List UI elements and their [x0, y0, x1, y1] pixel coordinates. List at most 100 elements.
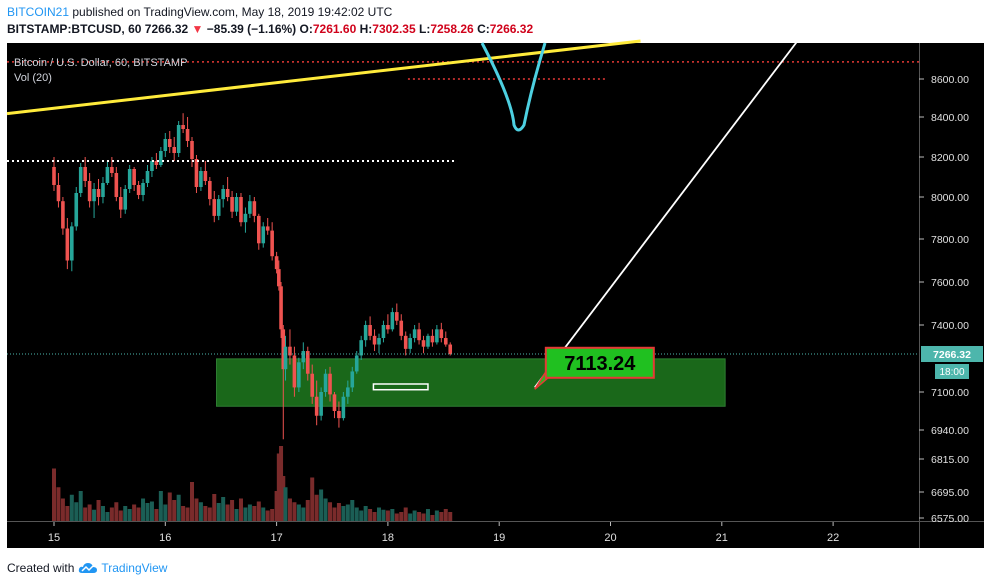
candle-body	[123, 189, 128, 210]
price-tick-label: 7800.00	[931, 234, 969, 246]
candle-body	[61, 201, 65, 229]
author-link[interactable]: BITCOIN21	[7, 5, 70, 19]
candle-body	[319, 392, 323, 416]
volume-bar	[341, 506, 346, 521]
time-tick-label: 15	[48, 532, 60, 544]
candle-body	[435, 329, 439, 343]
volume-bar	[359, 510, 364, 521]
candle-body	[368, 325, 372, 336]
candle-body	[443, 338, 448, 345]
volume-bar	[376, 507, 381, 521]
volume-bar	[163, 504, 168, 521]
candle-body	[181, 125, 185, 129]
candle-body	[221, 189, 225, 200]
candle-body	[92, 189, 96, 202]
volume-bar	[221, 497, 226, 521]
candle-body	[310, 373, 315, 397]
open-value: 7261.60	[312, 22, 357, 36]
volume-bar	[87, 504, 92, 521]
published-text: published on TradingView.com, May 18, 20…	[72, 5, 393, 19]
candle-body	[314, 396, 319, 416]
last-price-tag-label: 7266.32	[933, 349, 971, 361]
symbol-info: BITSTAMP:BTCUSD, 60 7266.32 ▼ −85.39 (−1…	[7, 22, 533, 36]
last-price: 7266.32	[144, 22, 189, 36]
close-value: 7266.32	[489, 22, 534, 36]
candle-body	[159, 151, 163, 165]
price-tick-label: 6815.00	[931, 454, 969, 466]
candle-body	[52, 167, 56, 185]
candle-body	[185, 129, 190, 141]
chart-pane[interactable]	[7, 43, 919, 521]
candle-body	[252, 201, 257, 216]
volume-bar	[194, 498, 199, 521]
volume-bar	[270, 509, 275, 521]
price-tags: 7266.32 18:00	[921, 346, 983, 379]
volume-bars	[52, 446, 453, 521]
tradingview-cloud-icon	[79, 563, 98, 573]
time-axis[interactable]	[7, 522, 984, 548]
candle-body	[163, 139, 168, 151]
volume-bar	[439, 512, 444, 521]
candle-body	[70, 226, 74, 261]
volume-bar	[167, 492, 172, 521]
candle-body	[256, 215, 261, 244]
candle-body	[337, 411, 341, 419]
candle-body	[176, 125, 181, 153]
volume-label: Vol (20)	[14, 72, 52, 84]
volume-bar	[114, 502, 119, 521]
volume-bar	[425, 509, 430, 521]
price-tick-label: 7100.00	[931, 387, 969, 399]
volume-bar	[154, 509, 159, 521]
candle-body	[190, 141, 194, 159]
volume-bar	[185, 507, 190, 521]
annotation-label: 7113.24	[564, 353, 636, 375]
candle-body	[283, 346, 288, 370]
candle-body	[141, 183, 145, 195]
tradingview-logo[interactable]: TradingView	[78, 561, 167, 575]
volume-bar	[243, 507, 248, 521]
price-axis[interactable]	[920, 43, 984, 521]
time-tick-label: 19	[493, 532, 505, 544]
candle-body	[412, 329, 417, 339]
candle-body	[381, 325, 386, 339]
price-chart[interactable]: 7113.24 8600.00 8400.00 8200.00 8000.00 7800…	[0, 0, 990, 560]
volume-bar	[78, 491, 83, 521]
candle-body	[281, 329, 286, 370]
candle-body	[96, 189, 101, 197]
candle-body	[279, 286, 283, 330]
candle-body	[248, 201, 252, 214]
volume-bar	[265, 510, 270, 521]
candle-body	[145, 171, 150, 183]
trend-line	[6, 39, 641, 116]
volume-bar	[69, 494, 74, 521]
volume-bar	[252, 506, 257, 521]
volume-bar	[381, 509, 386, 521]
volume-bar	[319, 489, 324, 521]
footer: Created with TradingView	[7, 561, 167, 575]
volume-bar	[350, 500, 355, 521]
candle-body	[105, 167, 110, 183]
candle-body	[274, 256, 279, 270]
volume-bar	[354, 507, 359, 521]
candle-body	[341, 396, 346, 419]
volume-bar	[123, 506, 128, 521]
price-tick-label: 7600.00	[931, 277, 969, 289]
volume-bar	[281, 476, 286, 521]
candle-body	[194, 159, 199, 187]
price-tick-label: 7400.00	[931, 320, 969, 332]
annotation-box	[544, 346, 655, 379]
candle-body	[390, 312, 395, 330]
candle-body	[417, 329, 421, 341]
candle-body	[265, 226, 270, 231]
candle-body	[172, 147, 177, 153]
volume-bar	[301, 507, 306, 521]
price-tick-label: 6695.00	[931, 487, 969, 499]
volume-bar	[332, 507, 337, 521]
candle-body	[332, 394, 337, 411]
volume-bar	[443, 509, 448, 521]
volume-bar	[261, 507, 266, 521]
volume-bar	[176, 494, 181, 521]
volume-bar	[234, 509, 239, 521]
volume-bar	[292, 502, 297, 521]
candle-body	[439, 329, 444, 339]
